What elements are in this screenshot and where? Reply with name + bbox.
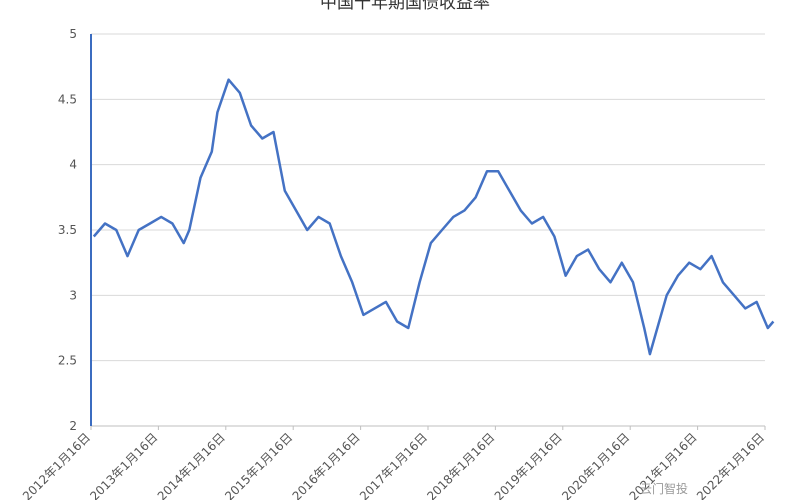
x-tick-label: 2018年1月16日 [424,430,497,500]
x-tick-label: 2012年1月16日 [20,430,93,500]
y-tick-label: 4 [69,158,77,172]
x-tick-label: 2016年1月16日 [290,430,363,500]
x-tick-label: 2019年1月16日 [492,430,565,500]
x-tick-label: 2015年1月16日 [222,430,295,500]
y-tick-label: 5 [69,27,77,41]
gridlines [91,33,765,362]
x-tick-label: 2013年1月16日 [87,430,160,500]
series-line [92,78,775,356]
x-tick-label: 2020年1月16日 [559,430,632,500]
x-tick-label: 2022年1月16日 [694,430,767,500]
y-tick-label: 2.5 [58,354,77,368]
y-tick-label: 3 [69,288,77,302]
chart-title: 中国十年期国债收益率 [320,0,490,13]
y-tick-label: 4.5 [58,92,77,106]
y-tick-label: 2 [69,419,77,433]
x-tick-label: 2014年1月16日 [155,430,228,500]
watermark-text: 云门智投 [640,481,688,496]
y-axis-ticks: 2 2.5 3 3.5 4 4.5 5 [58,27,77,433]
y-tick-label: 3.5 [58,223,77,237]
x-tick-label: 2017年1月16日 [357,430,430,500]
